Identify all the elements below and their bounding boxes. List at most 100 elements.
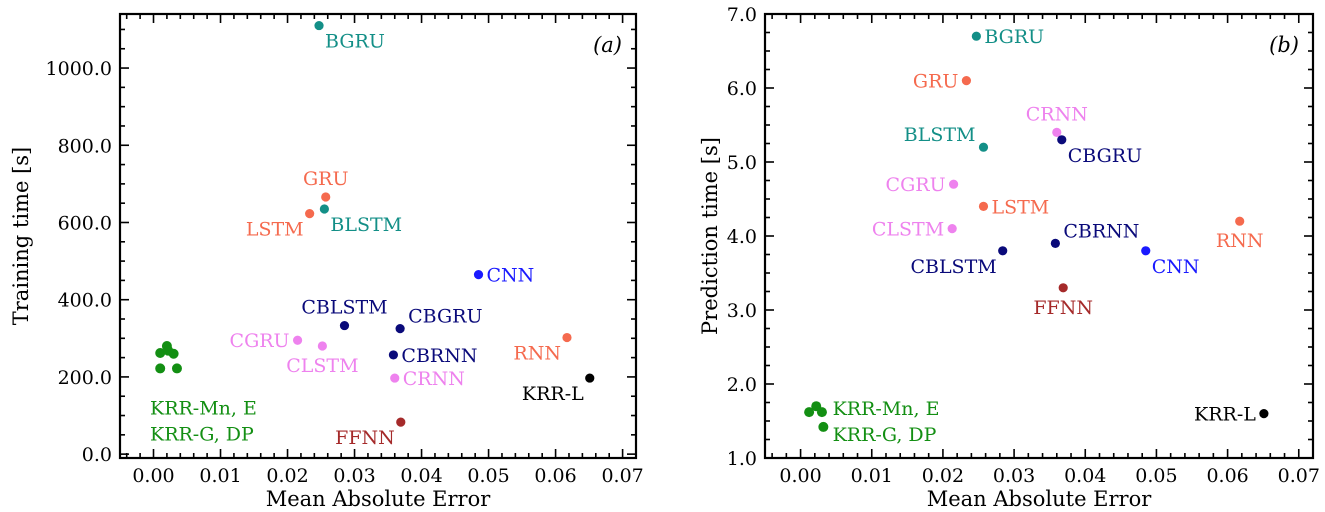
data-point [395, 324, 405, 334]
y-axis-label: Prediction time [s] [698, 137, 722, 335]
cluster-point [155, 363, 166, 374]
data-point-label: FFNN [335, 427, 395, 449]
data-point-label: KRR-L [522, 383, 584, 405]
panel-label: (a) [593, 33, 622, 57]
data-point [1259, 409, 1269, 419]
panel-label: (b) [1269, 33, 1299, 57]
data-point-label: BGRU [984, 26, 1044, 48]
y-tick-label: 7.0 [727, 4, 757, 26]
x-tick-label: 0.03 [333, 465, 375, 487]
data-point [978, 142, 989, 152]
data-point [562, 332, 572, 343]
data-point [473, 270, 484, 280]
data-point-label: CGRU [230, 330, 290, 352]
data-point-label: CLSTM [286, 355, 358, 377]
x-tick-label: 0.00 [132, 465, 174, 487]
data-point-label: CBLSTM [301, 297, 387, 319]
x-axis-label: Mean Absolute Error [927, 487, 1153, 511]
x-tick-label: 0.05 [1135, 465, 1177, 487]
data-point [292, 335, 303, 345]
cluster-point [818, 421, 829, 432]
data-point-label: LSTM [246, 219, 304, 241]
data-point-label: CBGRU [1068, 145, 1142, 167]
panel-b-prediction-time: 0.00 0.01 0.02 0.03 0.04 0.05 0.06 0.07 1.0 2.0 3.… [698, 4, 1320, 511]
plot-frame [118, 12, 638, 460]
cluster-label: KRR-G, DP [833, 424, 937, 446]
data-point [1057, 135, 1067, 145]
data-point [388, 350, 399, 360]
data-point [961, 76, 972, 86]
x-tick-label: 0.06 [534, 465, 576, 487]
x-tick-label: 0.05 [467, 465, 509, 487]
data-point [585, 373, 595, 383]
data-point [971, 31, 981, 41]
x-tick-label: 0.03 [993, 465, 1035, 487]
y-tick-label: 400.0 [58, 290, 112, 312]
panel-a-training-time: 0.00 0.01 0.02 0.03 0.04 0.05 0.06 0.07 0.0 200.0… [9, 12, 644, 511]
x-tick-label: 0.07 [1278, 465, 1320, 487]
cluster-label: KRR-Mn, E [833, 398, 940, 420]
x-tick-label: 0.00 [779, 465, 821, 487]
data-point [390, 373, 400, 383]
y-tick-label: 6.0 [727, 78, 757, 100]
data-point [1235, 216, 1245, 226]
data-point [947, 224, 957, 234]
data-point-label: BLSTM [330, 214, 402, 236]
data-point-label: CBGRU [408, 306, 482, 328]
data-point [1058, 283, 1068, 293]
y-tick-label: 1000.0 [46, 58, 112, 80]
data-point-label: GRU [303, 168, 349, 190]
y-tick-label: 600.0 [58, 212, 112, 234]
data-point-label: CBRNN [401, 345, 477, 367]
x-tick-label: 0.07 [601, 465, 643, 487]
data-point-label: GRU [913, 71, 959, 93]
data-point-label: CRNN [403, 368, 465, 390]
x-axis-label: Mean Absolute Error [266, 487, 492, 511]
cluster-point [816, 407, 827, 418]
y-tick-label: 2.0 [727, 374, 757, 396]
cluster-label: KRR-Mn, E [150, 397, 257, 419]
y-axis-label: Training time [s] [9, 147, 33, 326]
data-point-label: CGRU [886, 174, 946, 196]
y-tick-label: 3.0 [727, 300, 757, 322]
y-tick-label: 1.0 [727, 448, 757, 470]
data-point [396, 417, 406, 427]
y-tick-label: 200.0 [58, 367, 112, 389]
data-point [314, 20, 324, 31]
data-point [1050, 238, 1060, 248]
data-point [305, 209, 315, 219]
data-point-label: CBLSTM [910, 256, 996, 278]
data-point [998, 246, 1008, 256]
y-tick-label: 5.0 [727, 152, 757, 174]
x-tick-label: 0.02 [922, 465, 964, 487]
data-point-label: LSTM [991, 196, 1049, 218]
x-tick-label: 0.01 [199, 465, 241, 487]
cluster-point [804, 407, 815, 418]
x-tick-label: 0.04 [1064, 465, 1106, 487]
data-point-label: BGRU [325, 31, 385, 53]
data-point [1052, 127, 1062, 137]
data-point-label: BLSTM [904, 124, 976, 146]
data-point-label: FFNN [1033, 297, 1093, 319]
data-point-label: RNN [1216, 230, 1264, 252]
data-point [319, 204, 329, 214]
y-tick-label: 0.0 [82, 444, 112, 466]
data-point-label: KRR-L [1194, 404, 1256, 426]
y-tick-label: 4.0 [727, 226, 757, 248]
data-point [948, 179, 959, 189]
x-tick-label: 0.06 [1206, 465, 1248, 487]
x-tick-label: 0.01 [851, 465, 893, 487]
data-point [978, 201, 989, 211]
cluster-point [163, 345, 174, 356]
data-point [321, 192, 331, 202]
data-point-label: CBRNN [1063, 220, 1139, 242]
data-point [1141, 246, 1151, 256]
data-point [339, 320, 350, 331]
cluster-point [155, 347, 166, 358]
data-point-label: CLSTM [872, 219, 944, 241]
x-tick-label: 0.02 [266, 465, 308, 487]
data-point-label: CNN [487, 265, 535, 287]
x-tick-label: 0.04 [400, 465, 442, 487]
data-point-label: RNN [513, 343, 561, 365]
